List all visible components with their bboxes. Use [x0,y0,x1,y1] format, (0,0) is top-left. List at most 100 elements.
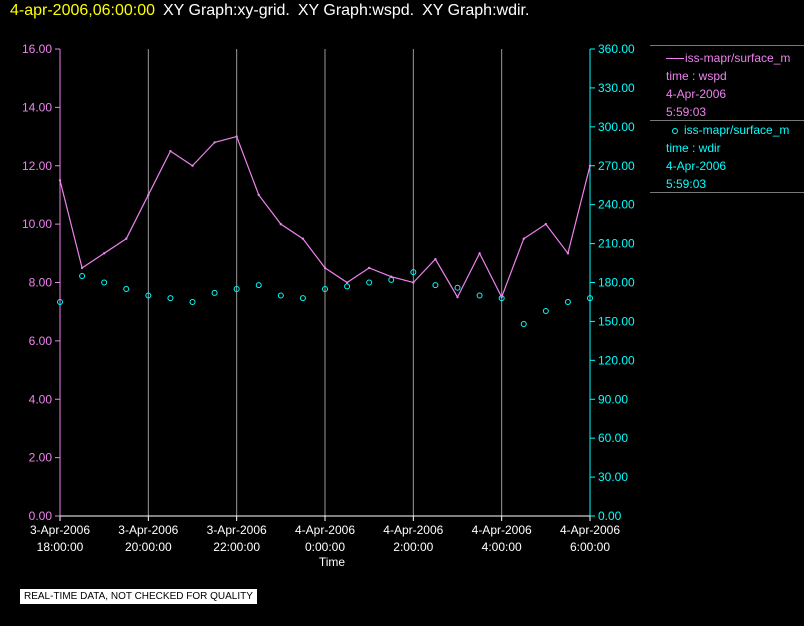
series-wdir-marker [211,289,218,296]
series-wdir-marker [410,269,417,276]
series-wdir-marker [189,298,196,305]
x-tick-label-date: 4-Apr-2006 [383,523,443,537]
series-wspd-point [566,252,570,255]
legend-wdir-marker-icon [672,127,678,134]
y-right-tick-label: 150.00 [598,314,635,328]
y-left-tick-label: 10.00 [22,217,52,231]
y-right-tick-label: 240.00 [598,198,635,212]
series-wspd-point [434,257,437,261]
series-wspd-point [235,135,238,138]
x-tick-label-time: 22:00:00 [213,540,260,554]
series-wdir-marker [344,283,351,290]
legend-wdir-name: iss-mapr/surface_m [684,123,790,137]
x-tick-label-time: 0:00:00 [305,540,345,554]
x-tick-label-time: 18:00:00 [37,540,84,554]
series-wspd-point [367,266,371,270]
series-wdir-marker [233,285,240,292]
y-left-tick-label: 0.00 [29,509,53,523]
series-wspd-point [588,164,592,167]
y-left-tick-label: 6.00 [29,334,53,348]
series-wdir-marker [366,279,373,286]
x-axis-label: Time [319,555,346,569]
series-wspd-point [147,193,150,197]
series-wspd-point [80,266,84,270]
series-wspd-point [522,237,525,240]
y-left-tick-label: 8.00 [29,276,53,290]
header-title-wdir: XY Graph:wdir. [422,2,530,19]
header-timestamp: 4-apr-2006,06:00:00 [10,2,155,19]
series-wspd-point [102,252,106,255]
series-wdir-marker [454,284,461,291]
legend-wdir-label: iss-mapr/surface_m [672,123,789,137]
series-wdir-marker [123,285,130,292]
x-tick-label-date: 4-Apr-2006 [472,523,532,537]
series-wspd-point [412,281,415,284]
y-right-tick-label: 120.00 [598,353,635,367]
series-wspd-point [323,266,327,270]
series-wdir-marker [101,279,108,286]
legend-wspd-name: iss-mapr/surface_m [685,51,791,65]
series-wdir-marker [388,276,395,283]
series-wdir-marker [299,295,306,302]
legend-wdir-date: 4-Apr-2006 [666,159,727,173]
series-wdir-marker [145,292,152,299]
x-tick-label-time: 20:00:00 [125,540,172,554]
y-left-tick-label: 12.00 [22,159,52,173]
y-left-tick-label: 16.00 [22,42,52,56]
series-wspd-point [257,193,260,197]
x-tick-label-time: 6:00:00 [570,540,610,554]
y-right-tick-label: 0.00 [598,509,622,523]
y-right-tick-label: 90.00 [598,392,628,406]
series-wspd-point [301,237,305,240]
x-tick-label-date: 3-Apr-2006 [207,523,267,537]
y-right-tick-label: 330.00 [598,81,635,95]
quality-notice: REAL-TIME DATA, NOT CHECKED FOR QUALITY [20,589,257,604]
series-wdir-marker [167,295,174,302]
y-right-tick-label: 270.00 [598,159,635,173]
y-right-tick-label: 30.00 [598,470,628,484]
series-wspd-point [279,222,283,226]
y-right-tick-label: 300.00 [598,120,635,134]
series-wspd-point [213,141,216,144]
series-wspd-point [500,295,503,299]
series-wspd-point [345,281,349,284]
series-wdir-marker [587,295,593,302]
legend-wspd-var: time : wspd [666,69,727,83]
y-right-tick-label: 360.00 [598,42,635,56]
legend-wspd-time: 5:59:03 [666,105,707,119]
series-wspd-point [125,237,128,240]
series-wdir-marker [79,273,86,280]
y-left-tick-label: 4.00 [29,392,53,406]
y-right-tick-label: 180.00 [598,276,635,290]
y-left-tick-label: 14.00 [22,100,52,114]
y-right-tick-label: 210.00 [598,237,635,251]
series-wdir-marker [476,292,483,299]
legend-mid-divider [650,120,804,121]
header-title-grid: XY Graph:xy-grid. [163,2,290,19]
series-wspd-point [58,179,62,182]
x-tick-label-time: 4:00:00 [482,540,522,554]
x-tick-label-date: 4-Apr-2006 [560,523,620,537]
series-wdir-marker [542,308,549,315]
series-wdir-marker [520,321,527,328]
header-title-wspd: XY Graph:wspd. [297,2,415,19]
series-wdir-marker [322,285,328,292]
series-wdir-marker [57,298,63,305]
series-wdir-marker [564,298,571,305]
series-wdir-marker [498,295,505,302]
legend-top-divider [650,45,804,46]
x-tick-label-date: 3-Apr-2006 [118,523,178,537]
series-wdir-marker [277,292,284,299]
series-wdir-marker [255,282,262,289]
series-wdir-marker [432,282,439,289]
legend-bottom-divider [650,192,804,193]
x-tick-label-date: 3-Apr-2006 [30,523,90,537]
series-wspd-point [456,295,459,299]
series-wspd-point [544,222,548,226]
y-right-tick-label: 60.00 [598,431,628,445]
x-tick-label-date: 4-Apr-2006 [295,523,355,537]
legend-wdir-time: 5:59:03 [666,177,707,191]
series-wspd-point [478,252,481,255]
legend-wspd-line-icon [666,58,684,60]
